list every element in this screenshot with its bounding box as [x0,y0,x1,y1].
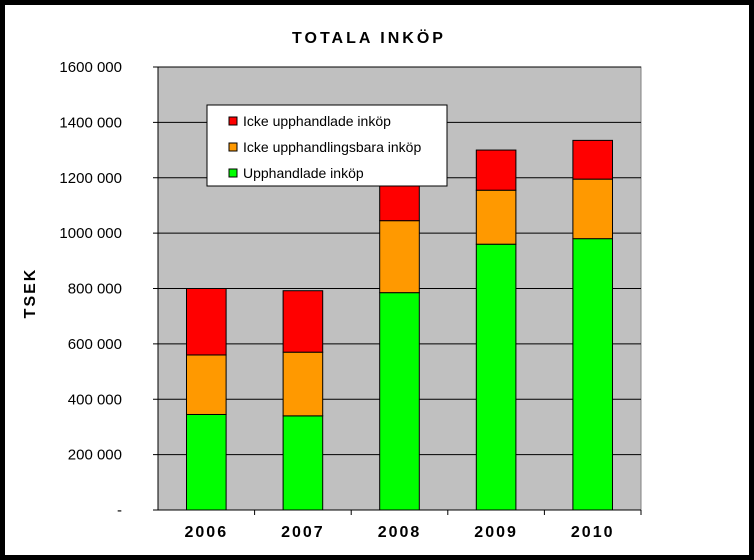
bar-2006-series-0 [185,413,227,511]
bar-2010-series-1 [572,178,614,240]
x-tick-label: 2008 [378,524,422,541]
bar-2009-series-1 [475,189,517,245]
y-tick-label: 1200 000 [59,170,122,187]
y-tick-label: - [117,502,122,519]
bar-2008-series-0 [379,292,420,511]
legend-label: Icke upphandlade inköp [243,113,391,129]
y-tick-label: 600 000 [68,336,122,353]
y-tick-label: 1400 000 [59,114,122,131]
legend-box [206,104,448,187]
bar-2008-series-1 [379,220,420,294]
legend-swatch [228,142,238,152]
bar-2009-series-0 [475,243,517,511]
bar-2006-series-2 [185,288,227,356]
legend-swatch [228,168,238,178]
x-tick-label: 2006 [185,524,229,541]
legend: Icke upphandlade inköp Icke upphandlingsb… [206,104,448,187]
bar-2009-series-2 [475,149,517,191]
bar-2007-series-0 [282,415,324,511]
bar-2007-series-1 [282,351,324,417]
legend-label: Upphandlade inköp [243,165,364,181]
bar-2010-series-0 [572,238,614,511]
legend-label: Icke upphandlingsbara inköp [243,139,421,155]
y-tick-label: 1000 000 [59,225,122,242]
legend-swatch [228,116,238,126]
bar-2006-series-1 [185,354,227,415]
bar-2010-series-2 [572,139,614,180]
x-tick-label: 2010 [571,524,615,541]
y-tick-label: 200 000 [68,447,122,464]
chart-title: TOTALA INKÖP [292,28,446,47]
bar-2007-series-2 [282,290,324,353]
y-tick-label: 1600 000 [59,59,122,76]
y-axis-label: TSEK [22,268,39,319]
x-tick-label: 2009 [474,524,518,541]
x-tick-label: 2007 [281,524,325,541]
y-tick-label: 400 000 [68,391,122,408]
chart-svg: TOTALA INKÖP TSEK - 200 000 400 000 600 000… [22,28,642,541]
chart-frame: TOTALA INKÖP TSEK - 200 000 400 000 600 000… [4,4,750,556]
y-tick-label: 800 000 [68,281,122,298]
